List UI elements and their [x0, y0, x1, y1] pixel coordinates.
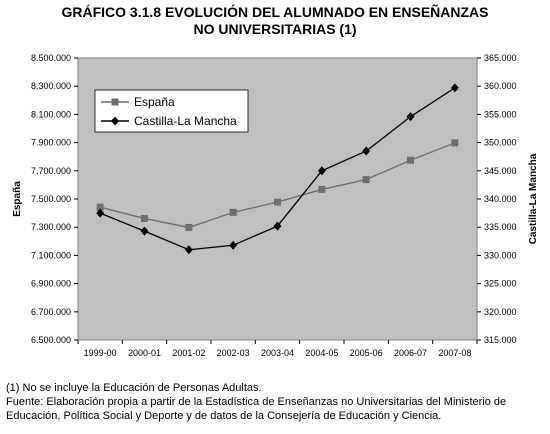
espana-data-point [318, 185, 326, 193]
legend-castilla-la-mancha-label: Castilla-La Mancha [134, 114, 237, 128]
left-axis-tick-label: 7.500.000 [31, 194, 71, 204]
right-axis-tick-label: 365.000 [484, 53, 517, 63]
castilla-la-mancha-data-point [273, 221, 282, 231]
right-axis-tick-label: 315.000 [484, 335, 517, 345]
right-axis-tick-label: 345.000 [484, 166, 517, 176]
castilla-la-mancha-data-point [229, 240, 238, 250]
espana-data-point [407, 156, 414, 164]
chart-notes: (1) No se incluye la Educación de Person… [6, 381, 546, 423]
espana-data-point [362, 176, 370, 184]
castilla-la-mancha-data-point [450, 83, 459, 93]
right-axis-tick-label: 320.000 [484, 307, 517, 317]
espana-data-point [141, 214, 148, 222]
x-axis-tick-label: 2007-08 [438, 348, 471, 358]
castilla-la-mancha-data-point [184, 245, 193, 255]
right-axis-tick-label: 335.000 [484, 222, 517, 232]
left-axis-tick-label: 6.900.000 [31, 279, 71, 289]
right-axis-title: Castilla-La Mancha [528, 153, 539, 244]
castilla-la-mancha-data-point [362, 146, 371, 156]
x-axis-tick-label: 1999-00 [84, 348, 117, 358]
castilla-la-mancha-data-point [406, 112, 415, 122]
chart-title: GRÁFICO 3.1.8 EVOLUCIÓN DEL ALUMNADO EN … [0, 4, 550, 38]
source-line-1: Fuente: Elaboración propia a partir de l… [6, 396, 507, 408]
espana-data-point [229, 208, 237, 216]
x-axis-tick-label: 2000-01 [128, 348, 161, 358]
footnote: (1) No se incluye la Educación de Person… [6, 382, 262, 394]
castilla-la-mancha-data-point [317, 166, 326, 176]
x-axis-tick-label: 2001-02 [172, 348, 205, 358]
line-chart: 6.500.000 6.700.000 6.900.000 7.100.000 7.30… [12, 53, 539, 358]
chart-title-line1: GRÁFICO 3.1.8 EVOLUCIÓN DEL ALUMNADO EN … [61, 4, 489, 20]
x-axis-tick-label: 2006-07 [394, 348, 427, 358]
x-axis-tick-label: 2005-06 [350, 348, 383, 358]
castilla-la-mancha-data-point [140, 226, 149, 236]
right-axis-tick-label: 325.000 [484, 279, 517, 289]
castilla-la-mancha-data-point [111, 116, 119, 126]
espana-data-point [185, 223, 193, 231]
left-axis-tick-label: 8.100.000 [31, 109, 71, 119]
left-axis-tick-label: 6.700.000 [31, 307, 71, 317]
legend-espana-label: España [134, 95, 175, 109]
castilla-la-mancha-data-point [96, 208, 105, 218]
source-line-2: Educación, Política Social y Deporte y d… [6, 410, 442, 422]
left-axis-tick-label: 7.100.000 [31, 250, 71, 260]
x-axis-tick-label: 2003-04 [261, 348, 294, 358]
left-axis-tick-label: 7.700.000 [31, 166, 71, 176]
left-axis-tick-label: 6.500.000 [31, 335, 71, 345]
left-axis-tick-label: 8.500.000 [31, 53, 71, 63]
x-axis-tick-label: 2004-05 [305, 348, 338, 358]
right-axis-tick-label: 360.000 [484, 81, 517, 91]
espana-data-point [96, 203, 104, 211]
left-axis-tick-label: 7.300.000 [31, 222, 71, 232]
espana-data-point [451, 139, 459, 147]
legend-box [94, 89, 249, 133]
espana-data-point [111, 98, 119, 106]
right-axis-tick-label: 340.000 [484, 194, 517, 204]
right-axis-tick-label: 355.000 [484, 109, 517, 119]
x-axis-tick-label: 2002-03 [217, 348, 250, 358]
espana-data-point [274, 198, 281, 206]
left-axis-tick-label: 7.900.000 [31, 138, 71, 148]
right-axis-tick-label: 350.000 [484, 138, 517, 148]
right-axis-tick-label: 330.000 [484, 250, 517, 260]
left-axis-title: España [12, 181, 23, 217]
left-axis-tick-label: 8.300.000 [31, 81, 71, 91]
chart-title-line2: NO UNIVERSITARIAS (1) [193, 21, 357, 37]
